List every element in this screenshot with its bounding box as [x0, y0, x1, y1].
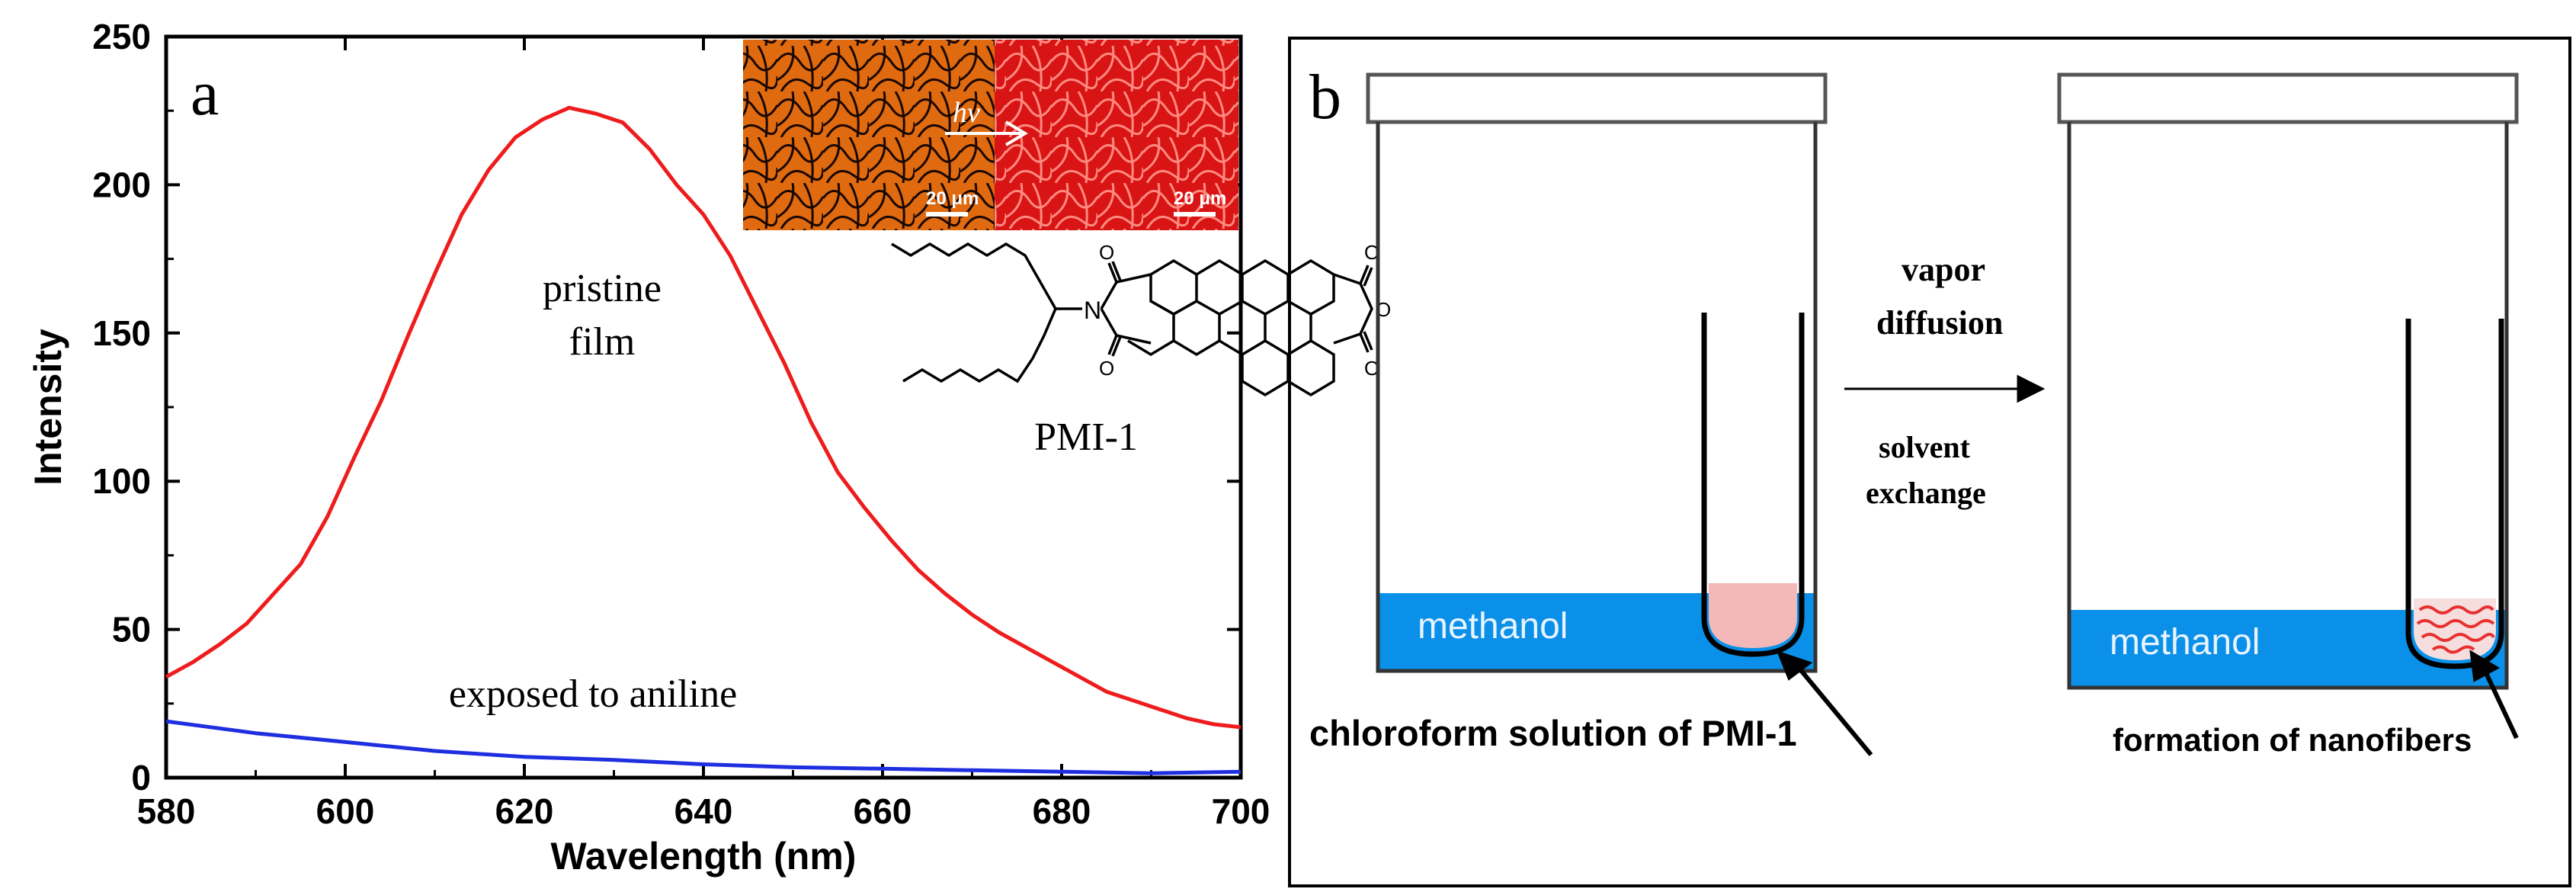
- molecule-label: PMI-1: [1034, 416, 1138, 459]
- series-line-exposed: [165, 719, 1242, 775]
- nanofibers-icon: [2416, 605, 2495, 654]
- right-inner-tube: [2405, 319, 2504, 669]
- left-jar-lid: [1366, 72, 1828, 124]
- y-tick-label: 250: [92, 17, 151, 56]
- y-tick-label: 150: [92, 313, 151, 353]
- hv-label: hν: [953, 97, 980, 129]
- pmi-1-structure: [891, 242, 1373, 397]
- right-jar-lid: [2057, 72, 2519, 124]
- y-tick-label: 200: [92, 165, 151, 204]
- pointer-arrow-left-icon: [1776, 650, 1873, 756]
- process-arrow-icon: [1844, 374, 2046, 403]
- hv-arrow-icon: [945, 120, 1028, 146]
- scale-bar-right: [1174, 212, 1216, 217]
- scale-label-right: 20 μm: [1174, 188, 1226, 209]
- series-layer: [165, 105, 1242, 775]
- caption-right: formation of nanofibers: [2113, 722, 2472, 758]
- micrograph-inset: hν 20 μm 20 μm: [743, 40, 1238, 230]
- x-tick-label: 640: [674, 791, 733, 831]
- right-methanol-label: methanol: [2110, 622, 2260, 663]
- x-tick-labels: 580 600 620 640 660 680 700: [137, 791, 1270, 831]
- y-tick-label: 0: [131, 758, 151, 797]
- atom-o-1: O: [1099, 241, 1114, 264]
- arrow-label-exchange: exchange: [1866, 476, 1986, 510]
- right-jar: methanol: [2057, 72, 2519, 690]
- y-axis-title: Intensity: [27, 329, 69, 486]
- right-jar-body: [2067, 122, 2509, 690]
- pointer-arrow-right-icon: [2469, 650, 2519, 740]
- panel-b-frame: [1288, 37, 2571, 887]
- y-tick-label: 100: [92, 461, 151, 501]
- pristine-label-line1: pristine: [543, 267, 662, 310]
- x-tick-label: 700: [1212, 791, 1270, 831]
- x-axis-title: Wavelength (nm): [551, 835, 857, 878]
- panel-a-label: a: [191, 58, 219, 129]
- x-tick-label: 580: [137, 791, 196, 831]
- x-tick-label: 660: [854, 791, 912, 831]
- arrow-label-vapor: vapor: [1902, 251, 1985, 288]
- atom-o-2: O: [1099, 357, 1114, 380]
- left-jar-body: [1376, 122, 1818, 673]
- panel-a: 580 600 620 640 660 680 700 0 50 100 150 200 250 Wa…: [27, 17, 1391, 878]
- left-jar: methanol: [1366, 72, 1828, 673]
- scale-label-left: 20 μm: [926, 188, 979, 209]
- pristine-label-line2: film: [569, 320, 636, 364]
- left-methanol-label: methanol: [1418, 606, 1568, 647]
- x-tick-label: 680: [1033, 791, 1091, 831]
- y-tick-label: 50: [112, 610, 151, 650]
- panel-b: b methanol vapor diffusion solvent excha…: [1288, 37, 2571, 887]
- exposed-label: exposed to aniline: [449, 672, 737, 716]
- x-tick-label: 600: [316, 791, 375, 831]
- left-inner-tube: [1701, 313, 1805, 657]
- atom-n: N: [1084, 297, 1101, 324]
- atom-o-5: O: [1364, 357, 1379, 380]
- caption-left: chloroform solution of PMI-1: [1309, 713, 1797, 753]
- arrow-label-diffusion: diffusion: [1876, 304, 2003, 342]
- series-line-pristine: [165, 105, 1242, 730]
- arrow-label-solvent: solvent: [1879, 430, 1971, 464]
- scale-bar-left: [926, 212, 968, 217]
- atom-o-3: O: [1364, 241, 1379, 264]
- panel-b-label: b: [1309, 62, 1341, 133]
- left-solution: [1709, 583, 1797, 648]
- y-tick-labels: 0 50 100 150 200 250: [92, 17, 151, 797]
- x-tick-label: 620: [495, 791, 554, 831]
